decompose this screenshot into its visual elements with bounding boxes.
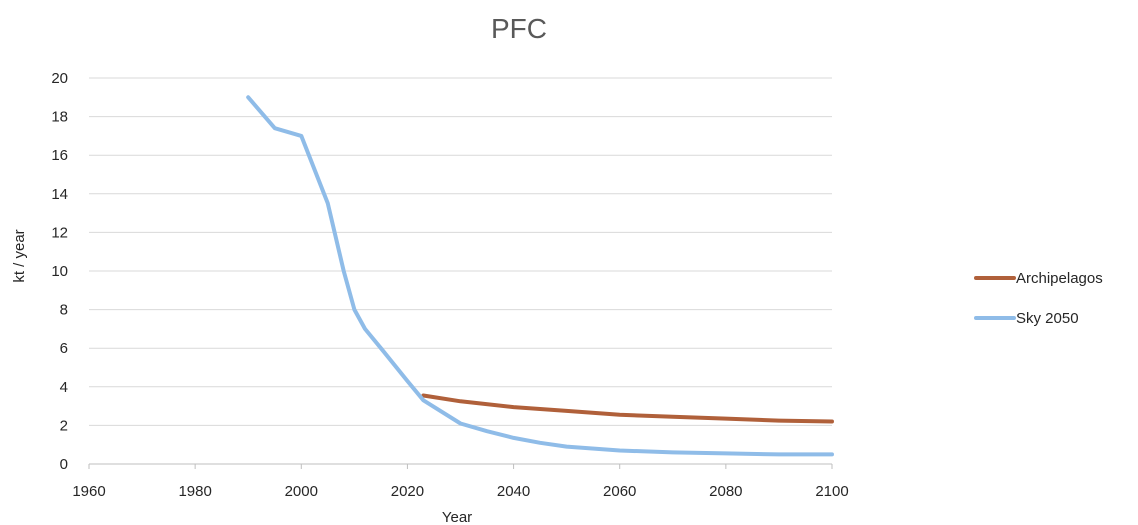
y-tick-label-8: 8 xyxy=(60,302,68,319)
legend-label-sky-2050: Sky 2050 xyxy=(1016,310,1079,327)
legend-label-archipelagos: Archipelagos xyxy=(1016,270,1103,287)
legend: Archipelagos Sky 2050 xyxy=(974,270,1103,327)
x-tick-label-2020: 2020 xyxy=(391,483,424,500)
series-line-sky-2050 xyxy=(246,95,834,457)
tick-labels: 0 2 4 6 8 10 12 14 16 18 20 1960 1980 2000 2020 2040 206… xyxy=(51,70,848,500)
x-tick-label-2000: 2000 xyxy=(285,483,318,500)
x-tick-label-2080: 2080 xyxy=(709,483,742,500)
y-tick-label-0: 0 xyxy=(60,456,68,473)
y-tick-label-10: 10 xyxy=(51,263,68,280)
y-tick-label-14: 14 xyxy=(51,186,68,203)
x-tick-label-2040: 2040 xyxy=(497,483,530,500)
x-tick-label-2060: 2060 xyxy=(603,483,636,500)
y-tick-label-18: 18 xyxy=(51,109,68,126)
y-tick-label-6: 6 xyxy=(60,340,68,357)
y-tick-label-4: 4 xyxy=(60,379,68,396)
axes xyxy=(88,463,833,469)
y-tick-label-16: 16 xyxy=(51,147,68,164)
x-tick-label-1960: 1960 xyxy=(72,483,105,500)
y-tick-label-2: 2 xyxy=(60,417,68,434)
y-tick-label-20: 20 xyxy=(51,70,68,87)
series-lines xyxy=(246,95,834,457)
chart-title: PFC xyxy=(491,13,547,44)
x-tick-label-1980: 1980 xyxy=(178,483,211,500)
series-line-archipelagos xyxy=(421,393,834,424)
x-tick-label-2100: 2100 xyxy=(815,483,848,500)
x-axis-title: Year xyxy=(442,509,472,525)
gridlines xyxy=(89,77,832,426)
y-axis-title: kt / year xyxy=(11,229,28,282)
y-tick-label-12: 12 xyxy=(51,224,68,241)
